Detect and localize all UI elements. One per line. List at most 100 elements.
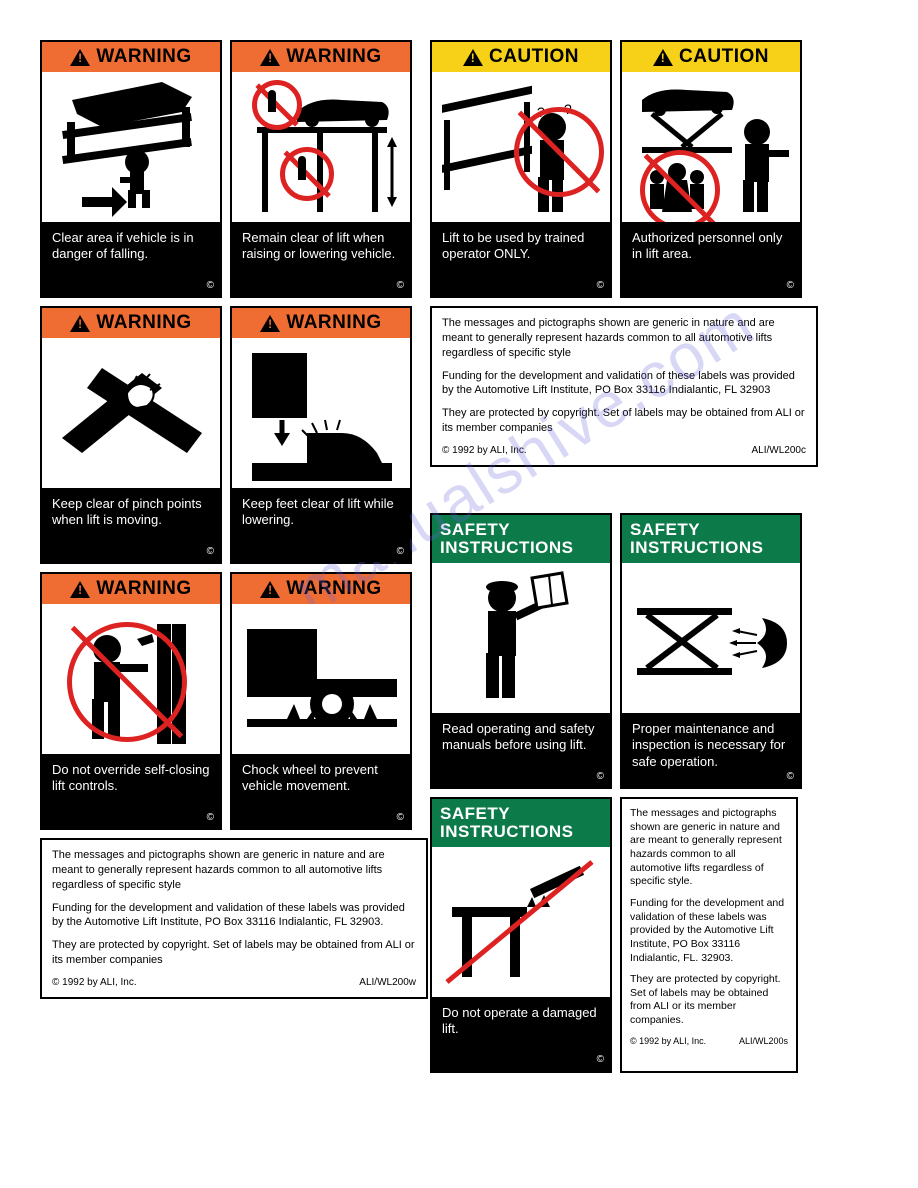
warning-row-2: WARNING Keep clear of pinch points when … [40, 306, 410, 564]
warning-header: WARNING [42, 574, 220, 604]
disclaimer-left: The messages and pictographs shown are g… [40, 838, 428, 999]
page: WARNING [40, 40, 878, 1073]
caution-header: CAUTION [432, 42, 610, 72]
pictogram-chock-wheel [232, 604, 410, 754]
copyright-icon: © [397, 546, 404, 559]
prohibit-icon [514, 107, 604, 197]
disclaimer-code: ALI/WL200c [752, 444, 806, 458]
caution-card-trained-operator: CAUTION ? ? [430, 40, 612, 298]
pictogram-falling-vehicle [42, 72, 220, 222]
disclaimer-p1: The messages and pictographs shown are g… [52, 848, 416, 893]
alert-icon [70, 315, 90, 332]
disclaimer-p1: The messages and pictographs shown are g… [442, 316, 806, 361]
safety-card-damaged-lift: SAFETY INSTRUCTIONS Do not operate a dam… [430, 797, 612, 1073]
pictogram-read-manuals [432, 563, 610, 713]
copyright-icon: © [207, 546, 214, 559]
copyright-icon: © [207, 812, 214, 825]
prohibit-icon [67, 622, 187, 742]
caption: Do not operate a damaged lift. © [432, 997, 610, 1071]
disclaimer-copyright: © 1992 by ALI, Inc. [630, 1036, 706, 1048]
alert-icon [260, 315, 280, 332]
caption-text: Keep clear of pinch points when lift is … [52, 496, 202, 527]
disclaimer-right-top: The messages and pictographs shown are g… [430, 306, 818, 467]
caption-text: Keep feet clear of lift while lowering. [242, 496, 394, 527]
disclaimer-copyright: © 1992 by ALI, Inc. [442, 444, 527, 458]
copyright-icon: © [787, 280, 794, 293]
right-column: CAUTION ? ? [430, 40, 800, 1073]
spacer [430, 475, 800, 505]
caption-text: Lift to be used by trained operator ONLY… [442, 230, 584, 261]
warning-card-chock-wheel: WARNING Chock w [230, 572, 412, 830]
person-shape [268, 90, 276, 112]
safety-card-read-manuals: SAFETY INSTRUCTIONS Read ope [430, 513, 612, 789]
disclaimer-right-bottom: The messages and pictographs shown are g… [620, 797, 798, 1073]
caption: Do not override self-closing lift contro… [42, 754, 220, 828]
warning-header: WARNING [232, 574, 410, 604]
warning-row-1: WARNING [40, 40, 410, 298]
warning-label: WARNING [286, 46, 381, 68]
caption: Authorized personnel only in lift area. … [622, 222, 800, 296]
warning-header: WARNING [42, 308, 220, 338]
disclaimer-p3: They are protected by copyright. Set of … [630, 973, 788, 1028]
warning-row-3: WARNING Do not ov [40, 572, 410, 830]
disclaimer-p2: Funding for the development and validati… [52, 901, 416, 931]
pictogram-authorized-only [622, 72, 800, 222]
safety-header: SAFETY INSTRUCTIONS [432, 515, 610, 563]
caption-text: Clear area if vehicle is in danger of fa… [52, 230, 194, 261]
caption: Clear area if vehicle is in danger of fa… [42, 222, 220, 296]
alert-icon [260, 581, 280, 598]
safety-label: SAFETY INSTRUCTIONS [440, 521, 574, 557]
disclaimer-p1: The messages and pictographs shown are g… [630, 807, 788, 889]
safety-header: SAFETY INSTRUCTIONS [432, 799, 610, 847]
caution-label: CAUTION [679, 46, 769, 68]
caption-text: Proper maintenance and inspection is nec… [632, 721, 785, 769]
caption-text: Do not override self-closing lift contro… [52, 762, 210, 793]
safety-label: SAFETY INSTRUCTIONS [440, 805, 574, 841]
alert-icon [70, 581, 90, 598]
copyright-icon: © [397, 280, 404, 293]
warning-header: WARNING [232, 308, 410, 338]
pictogram-override-controls [42, 604, 220, 754]
warning-header: WARNING [42, 42, 220, 72]
warning-card-falling: WARNING [40, 40, 222, 298]
prohibit-icon [252, 80, 302, 130]
safety-row-1: SAFETY INSTRUCTIONS Read ope [430, 513, 800, 789]
caption-text: Chock wheel to prevent vehicle movement. [242, 762, 378, 793]
copyright-icon: © [597, 1054, 604, 1067]
pictogram-trained-operator: ? ? [432, 72, 610, 222]
caption: Keep clear of pinch points when lift is … [42, 488, 220, 562]
caption: Lift to be used by trained operator ONLY… [432, 222, 610, 296]
caution-header: CAUTION [622, 42, 800, 72]
caution-label: CAUTION [489, 46, 579, 68]
caption-text: Authorized personnel only in lift area. [632, 230, 782, 261]
prohibit-icon [640, 150, 720, 222]
alert-icon [653, 49, 673, 66]
warning-header: WARNING [232, 42, 410, 72]
caption: Chock wheel to prevent vehicle movement.… [232, 754, 410, 828]
warning-card-keep-feet-clear: WARNING [230, 306, 412, 564]
disclaimer-p2: Funding for the development and validati… [442, 369, 806, 399]
caption: Read operating and safety manuals before… [432, 713, 610, 787]
pictogram-damaged-lift [432, 847, 610, 997]
warning-label: WARNING [96, 46, 191, 68]
person-shape [298, 156, 306, 180]
warning-card-remain-clear: WARNING [230, 40, 412, 298]
disclaimer-p3: They are protected by copyright. Set of … [442, 406, 806, 436]
warning-card-pinch-points: WARNING Keep clear of pinch points when … [40, 306, 222, 564]
warning-label: WARNING [96, 312, 191, 334]
pictogram-maintenance [622, 563, 800, 713]
disclaimer-p3: They are protected by copyright. Set of … [52, 938, 416, 968]
disclaimer-p2: Funding for the development and validati… [630, 897, 788, 965]
warning-label: WARNING [96, 578, 191, 600]
caution-card-authorized-only: CAUTION [620, 40, 802, 298]
caption-text: Do not operate a damaged lift. [442, 1005, 597, 1036]
copyright-icon: © [787, 771, 794, 784]
alert-icon [260, 49, 280, 66]
copyright-icon: © [397, 812, 404, 825]
pictogram-remain-clear [232, 72, 410, 222]
safety-card-maintenance: SAFETY INSTRUCTIONS [620, 513, 802, 789]
caption: Proper maintenance and inspection is nec… [622, 713, 800, 787]
disclaimer-code: ALI/WL200s [739, 1036, 788, 1048]
safety-row-2: SAFETY INSTRUCTIONS Do not operate a dam… [430, 797, 800, 1073]
left-column: WARNING [40, 40, 410, 1073]
